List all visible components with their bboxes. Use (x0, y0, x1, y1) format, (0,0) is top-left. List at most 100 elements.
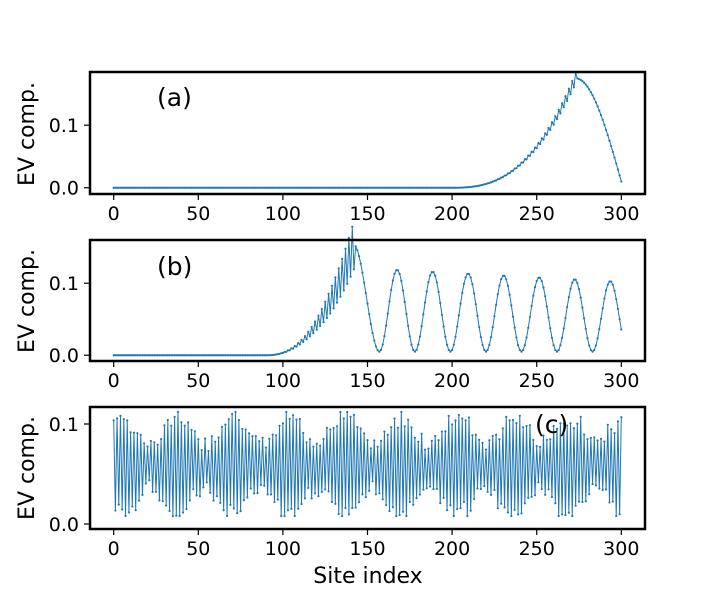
data-point (523, 502, 526, 505)
data-point (364, 496, 367, 499)
data-point (586, 85, 589, 88)
data-point (506, 511, 510, 514)
data-point (146, 354, 149, 357)
data-point (214, 186, 217, 189)
data-point (391, 279, 394, 282)
data-point (212, 354, 215, 357)
data-point (132, 186, 136, 189)
data-point (505, 174, 508, 177)
data-point (227, 354, 230, 357)
data-point (173, 354, 176, 357)
data-point (195, 354, 198, 357)
data-point (415, 348, 418, 351)
data-point (288, 186, 291, 189)
data-point (117, 503, 120, 506)
data-point (379, 439, 383, 442)
data-point (410, 186, 413, 189)
data-point (496, 507, 499, 510)
data-point (618, 174, 621, 177)
data-point (533, 285, 537, 289)
data-point (285, 186, 288, 189)
data-point (527, 326, 530, 329)
data-point (596, 105, 599, 108)
data-point (315, 186, 318, 189)
data-point (324, 488, 327, 491)
data-point (547, 126, 550, 130)
data-point (231, 354, 234, 357)
data-point (166, 186, 169, 189)
data-point (523, 344, 526, 347)
data-point (253, 354, 256, 357)
data-point (620, 416, 623, 419)
panel-c-ticks: 0 50 100 150 200 250 300 0.0 0.1 (49, 414, 640, 560)
data-point (275, 186, 278, 189)
data-point (427, 186, 430, 189)
data-point (346, 282, 349, 285)
data-point (481, 343, 484, 347)
data-point (484, 350, 488, 353)
data-point (532, 294, 535, 297)
data-point (298, 417, 301, 421)
data-point (200, 186, 203, 189)
data-point (176, 410, 180, 414)
data-point (330, 500, 334, 504)
data-point (363, 281, 366, 284)
data-point (242, 499, 246, 502)
data-point (322, 186, 325, 189)
data-point (163, 424, 166, 427)
data-point (178, 186, 181, 189)
data-point (537, 276, 540, 279)
data-point (366, 439, 369, 442)
data-point (537, 142, 540, 145)
data-point (437, 290, 440, 293)
data-point (505, 278, 508, 281)
data-point (352, 268, 356, 271)
data-point (542, 286, 545, 289)
data-point (344, 186, 347, 189)
data-point (220, 186, 224, 189)
data-point (293, 514, 296, 518)
data-point (579, 78, 582, 81)
data-point (266, 493, 269, 496)
data-point (581, 306, 584, 309)
data-point (469, 509, 472, 512)
data-point (520, 161, 523, 164)
data-point (545, 438, 548, 441)
data-point (249, 487, 252, 490)
data-point (359, 186, 362, 189)
data-point (300, 186, 303, 189)
data-point (516, 513, 520, 516)
data-point (489, 493, 493, 496)
data-point (143, 442, 146, 445)
data-point (320, 186, 323, 189)
data-point (215, 186, 219, 189)
data-point (324, 300, 327, 303)
data-point (239, 186, 242, 189)
data-point (280, 514, 283, 518)
data-point (263, 484, 266, 487)
data-point (202, 354, 205, 357)
data-point (220, 354, 224, 357)
data-point (188, 499, 191, 502)
data-point (445, 509, 449, 512)
data-point (369, 186, 372, 189)
data-point (356, 186, 359, 189)
data-point (351, 506, 354, 510)
data-point (263, 354, 266, 357)
data-point (158, 499, 161, 502)
data-point (363, 186, 366, 189)
data-point (434, 434, 437, 438)
data-point (244, 186, 247, 189)
data-point (183, 186, 186, 189)
data-point (596, 439, 599, 442)
data-point (356, 426, 359, 429)
data-point (383, 430, 386, 433)
data-point (192, 354, 195, 357)
data-point (288, 417, 291, 420)
data-point (369, 322, 372, 326)
data-point (598, 487, 601, 490)
data-point (567, 296, 570, 299)
data-point (489, 336, 493, 339)
data-point (538, 276, 542, 279)
data-point (332, 426, 335, 430)
